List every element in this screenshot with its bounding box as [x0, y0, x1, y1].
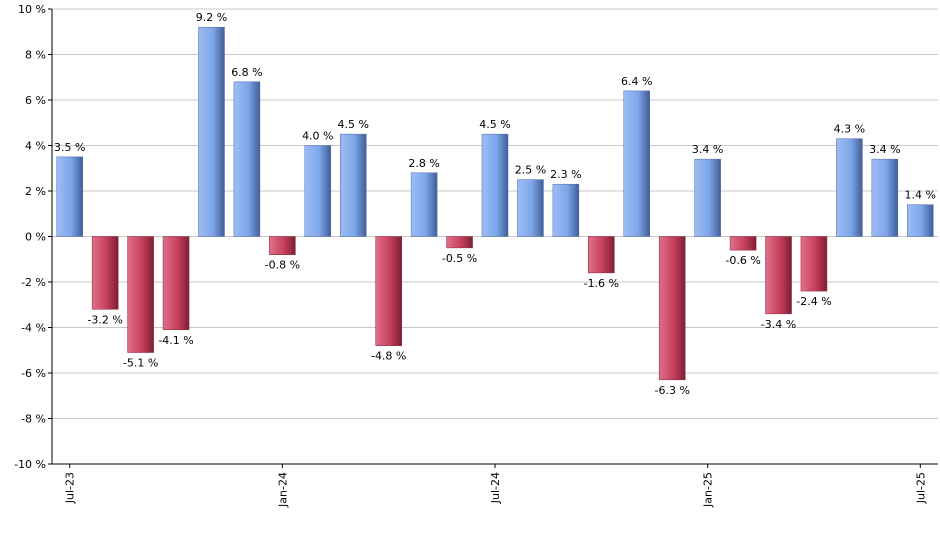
y-tick-label: 0 %	[25, 231, 46, 244]
bar-Jan-24	[269, 236, 296, 255]
x-tick-label: Jan-25	[702, 472, 715, 508]
data-labels: 3.5 % -3.2 % -5.1 %-4.1 % 9.2 % 6.8 % -0.8 % 4…	[54, 11, 936, 397]
bar-Sep-23	[127, 236, 154, 353]
y-tick-label: 8 %	[25, 49, 46, 62]
data-label-Oct-23: -4.1 %	[158, 334, 193, 347]
data-label-Aug-23: -3.2 %	[87, 313, 122, 326]
y-tick-label: -2 %	[21, 276, 46, 289]
data-label-Jan-24: -0.8 %	[265, 259, 300, 272]
y-tick-label: 2 %	[25, 185, 46, 198]
data-label-Feb-24: 4.0 %	[302, 130, 333, 143]
data-label-Jul-23: 3.5 %	[54, 141, 85, 154]
bar-Jul-23	[56, 156, 83, 237]
bar-Apr-24	[375, 236, 402, 346]
y-tick-label: -8 %	[21, 413, 46, 426]
x-tick-label: Jul-24	[489, 472, 502, 504]
data-label-Nov-24: 6.4 %	[621, 75, 652, 88]
bar-Aug-23	[91, 236, 119, 310]
bar-Nov-23	[198, 26, 225, 237]
bar-Apr-25	[800, 236, 828, 292]
bar-Dec-23	[233, 81, 261, 237]
data-label-Jul-25: 1.4 %	[905, 189, 936, 202]
data-label-Apr-24: -4.8 %	[371, 350, 406, 363]
data-label-May-24: 2.8 %	[408, 157, 439, 170]
x-axis: Jul-23 Jan-24 Jul-24 Jan-25 Jul-25	[52, 463, 938, 508]
data-label-Mar-25: -3.4 %	[761, 318, 796, 331]
bar-Dec-24	[658, 236, 686, 381]
data-label-Apr-25: -2.4 %	[796, 295, 831, 308]
bar-Aug-24	[517, 179, 544, 237]
y-tick-label: 10 %	[18, 3, 46, 16]
bar-Sep-24	[552, 183, 580, 237]
y-tick-label: 4 %	[25, 140, 46, 153]
data-label-Sep-23: -5.1 %	[123, 357, 158, 370]
y-tick-label: -6 %	[21, 367, 46, 380]
bar-Oct-23	[162, 236, 190, 331]
bar-Jul-24	[481, 133, 509, 237]
data-label-Sep-24: 2.3 %	[550, 168, 581, 181]
data-label-Mar-24: 4.5 %	[338, 118, 369, 131]
bar-Mar-25	[765, 236, 792, 315]
bar-Jul-25	[907, 204, 934, 237]
data-label-Dec-23: 6.8 %	[231, 66, 262, 79]
bar-Jun-24	[446, 236, 473, 249]
bar-Jan-25	[694, 158, 721, 237]
x-tick-label: Jul-23	[64, 472, 77, 504]
x-tick-label: Jan-24	[276, 472, 289, 508]
y-tick-label: -4 %	[21, 322, 46, 335]
data-label-Dec-24: -6.3 %	[654, 384, 689, 397]
data-label-Jan-25: 3.4 %	[692, 143, 723, 156]
bar-May-24	[410, 172, 438, 237]
bar-Nov-24	[623, 90, 651, 237]
data-label-Nov-23: 9.2 %	[196, 11, 227, 24]
x-tick-label: Jul-25	[914, 472, 927, 504]
data-label-Feb-25: -0.6 %	[725, 254, 760, 267]
y-tick-label: 6 %	[25, 94, 46, 107]
bar-Feb-25	[729, 236, 757, 251]
y-axis: -10 % -8 % -6 % -4 % -2 % 0 % 2 % 4 % 6 % 8 % 10 %	[14, 3, 53, 471]
data-label-Jun-25: 3.4 %	[869, 143, 900, 156]
bar-Feb-24	[304, 145, 332, 237]
data-label-Oct-24: -1.6 %	[584, 277, 619, 290]
data-label-Jun-24: -0.5 %	[442, 252, 477, 265]
bar-Oct-24	[588, 236, 615, 274]
bars	[56, 26, 934, 381]
data-label-Jul-24: 4.5 %	[479, 118, 510, 131]
data-label-May-25: 4.3 %	[834, 123, 865, 136]
bar-Mar-24	[339, 133, 367, 237]
y-tick-label: -10 %	[14, 458, 46, 471]
bar-Jun-25	[871, 158, 899, 237]
bar-May-25	[836, 138, 863, 237]
data-label-Aug-24: 2.5 %	[515, 164, 546, 177]
